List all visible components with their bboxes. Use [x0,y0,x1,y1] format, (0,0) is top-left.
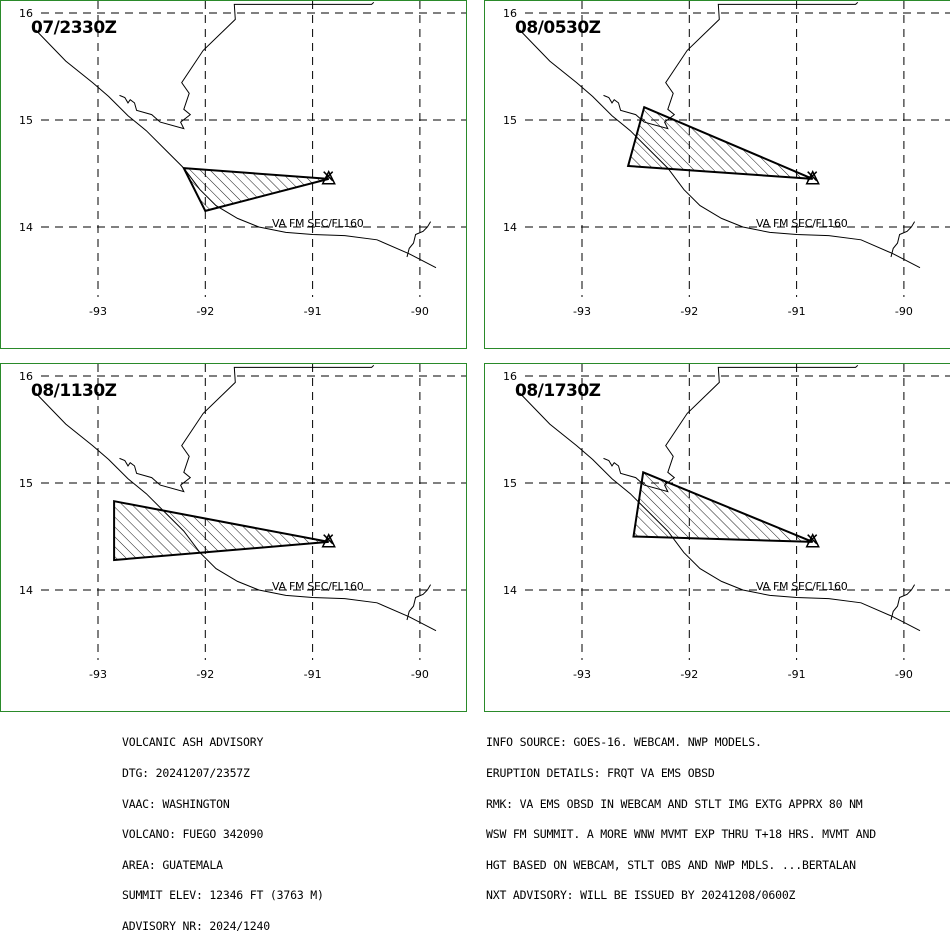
longitude-tick-label: -92 [680,305,698,318]
ash-cloud-polygon [113,499,329,562]
country-border [603,364,859,493]
coastline [519,392,921,632]
volcano-summit-marker [323,171,334,182]
advisory-header-text: VOLCANIC ASH ADVISORY DTG: 20241207/2357… [122,717,324,941]
country-border [603,1,859,130]
latitude-tick-label: 15 [503,477,517,490]
longitude-tick-label: -93 [89,305,107,318]
longitude-tick-label: -92 [196,305,214,318]
map-panel-1: -93 -92 -91 -90 16 15 14 VA FM SEC/FL160 07/233… [0,0,467,349]
longitude-tick-label: -91 [304,668,322,681]
ash-height-label: VA FM SEC/FL160 [756,580,848,593]
country-border [890,221,916,258]
volcano-summit-marker [807,171,818,182]
map-svg: -93 -92 -91 -90 16 15 14 VA FM SEC/FL160 [503,364,950,681]
advisory-line: VOLCANIC ASH ADVISORY [122,735,264,750]
map-svg: -93 -92 -91 -90 16 15 14 VA FM SEC/FL160 [19,364,466,681]
ash-cloud-polygon [182,166,329,213]
latitude-tick-label: 16 [19,7,33,20]
advisory-line: INFO SOURCE: GOES-16. WEBCAM. NWP MODELS… [486,735,762,750]
latitude-tick-label: 16 [503,7,517,20]
longitude-tick-label: -93 [573,668,591,681]
latitude-tick-label: 15 [19,114,33,127]
coastline [35,392,437,632]
longitude-tick-label: -93 [573,305,591,318]
advisory-line: VOLCANO: FUEGO 342090 [122,827,264,842]
country-border [890,584,916,621]
advisory-line: NXT ADVISORY: WILL BE ISSUED BY 20241208… [486,888,796,903]
advisory-line: DTG: 20241207/2357Z [122,766,250,780]
longitude-tick-label: -90 [895,668,913,681]
forecast-time-label: 07/2330Z [31,18,117,38]
longitude-tick-label: -91 [788,305,806,318]
latitude-tick-label: 14 [503,221,517,234]
map-svg: -93 -92 -91 -90 16 15 14 VA FM SEC/FL160 [503,1,950,318]
forecast-time-label: 08/0530Z [515,18,601,38]
ash-height-label: VA FM SEC/FL160 [272,580,364,593]
country-border [406,584,432,621]
latitude-tick-label: 14 [19,584,33,597]
volcano-summit-marker [323,534,334,545]
forecast-time-label: 08/1730Z [515,381,601,401]
longitude-tick-label: -91 [304,305,322,318]
advisory-line: HGT BASED ON WEBCAM, STLT OBS AND NWP MD… [486,857,856,872]
latitude-tick-label: 14 [503,584,517,597]
latitude-tick-label: 16 [503,370,517,383]
latitude-tick-label: 15 [503,114,517,127]
ash-height-label: VA FM SEC/FL160 [756,217,848,230]
map-panel-3: -93 -92 -91 -90 16 15 14 VA FM SEC/FL160 08/113… [0,363,467,712]
longitude-tick-label: -92 [196,668,214,681]
longitude-tick-label: -91 [788,668,806,681]
ash-cloud-polygon [626,105,814,180]
longitude-tick-label: -90 [411,305,429,318]
forecast-time-label: 08/1130Z [31,381,117,401]
advisory-details-text: INFO SOURCE: GOES-16. WEBCAM. NWP MODELS… [486,717,876,911]
longitude-tick-label: -90 [895,305,913,318]
longitude-tick-label: -90 [411,668,429,681]
latitude-tick-label: 15 [19,477,33,490]
advisory-line: AREA: GUATEMALA [122,857,223,872]
coastline [519,29,921,269]
country-border [406,221,432,258]
ash-cloud-polygon [632,470,814,543]
longitude-tick-label: -93 [89,668,107,681]
country-border [119,1,375,130]
advisory-line: RMK: VA EMS OBSD IN WEBCAM AND STLT IMG … [486,796,863,811]
country-border [119,364,375,493]
map-panel-4: -93 -92 -91 -90 16 15 14 VA FM SEC/FL160 08/173… [484,363,950,712]
ash-height-label: VA FM SEC/FL160 [272,217,364,230]
advisory-line: ERUPTION DETAILS: FRQT VA EMS OBSD [486,766,715,780]
advisory-line: WSW FM SUMMIT. A MORE WNW MVMT EXP THRU … [486,827,876,842]
longitude-tick-label: -92 [680,668,698,681]
latitude-tick-label: 16 [19,370,33,383]
coastline [35,29,437,269]
advisory-line: ADVISORY NR: 2024/1240 [122,918,270,933]
latitude-tick-label: 14 [19,221,33,234]
volcano-summit-marker [807,534,818,545]
advisory-line: VAAC: WASHINGTON [122,796,230,811]
map-panel-2: -93 -92 -91 -90 16 15 14 VA FM SEC/FL160 08/053… [484,0,950,349]
map-svg: -93 -92 -91 -90 16 15 14 VA FM SEC/FL160 [19,1,466,318]
advisory-line: SUMMIT ELEV: 12346 FT (3763 M) [122,888,324,903]
